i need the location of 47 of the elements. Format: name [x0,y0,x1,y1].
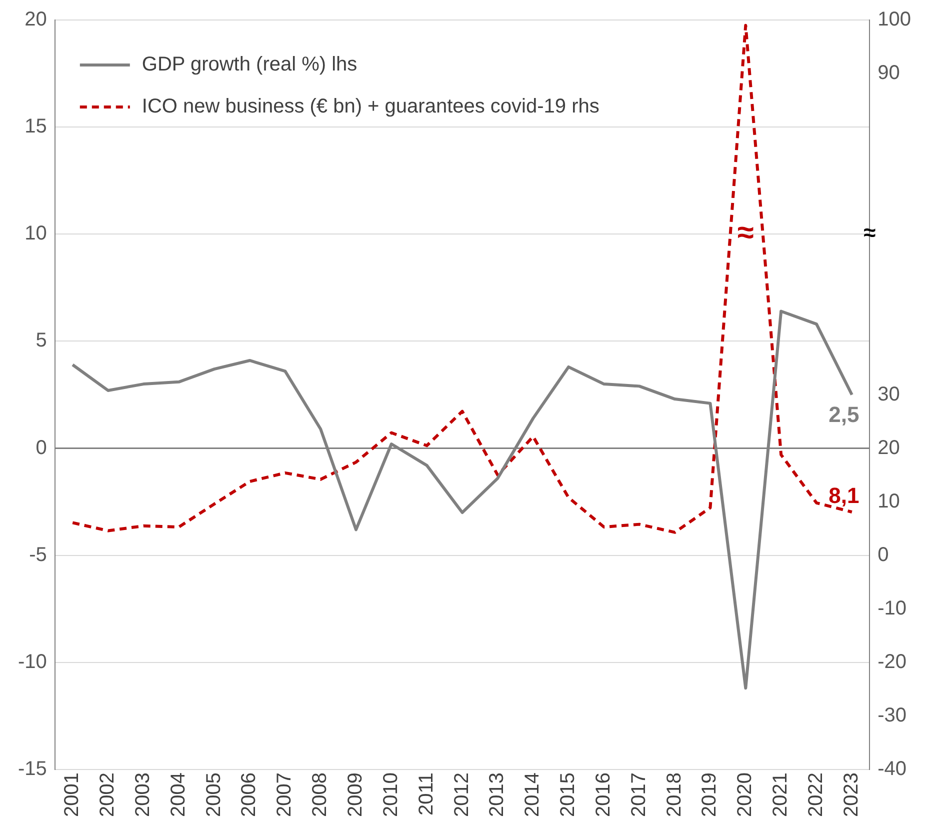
x-tick-label: 2006 [238,772,260,818]
x-tick-label: 2017 [628,772,650,818]
y-tick-label: -15 [18,758,47,780]
x-tick-label: 2022 [805,772,828,818]
y-tick-label: -5 [29,544,47,566]
x-tick-label: 2009 [344,772,367,818]
x-tick-label: 2007 [274,772,296,818]
x-tick-label: 2019 [698,772,721,818]
legend-label: GDP growth (real %) lhs [142,54,358,76]
x-tick-label: 2003 [132,772,154,818]
y2-tick-label: 30 [878,383,900,406]
x-tick-label: 2016 [592,772,614,818]
x-tick-label: 2008 [309,772,332,818]
x-tick-label: 2010 [380,772,402,818]
y2-tick-label: 90 [878,62,900,84]
y2-tick-label: -20 [878,650,907,673]
x-tick-label: 2023 [840,772,862,818]
x-tick-label: 2002 [96,772,119,818]
y-tick-label: 10 [24,222,47,245]
annotation: ≈ [864,220,876,246]
y-tick-label: 20 [24,8,47,31]
y-tick-label: 0 [36,436,47,459]
y-tick-label: 15 [24,116,47,138]
x-tick-label: 2011 [415,772,438,816]
data-label: 2,5 [828,402,860,427]
y-tick-label: 5 [36,330,47,352]
x-tick-label: 2021 [770,772,792,818]
x-tick-label: 2014 [522,772,544,818]
x-tick-label: 2004 [167,772,190,818]
x-tick-label: 2020 [734,772,756,818]
y-tick-label: -10 [18,650,47,673]
x-tick-label: 2013 [486,772,508,818]
legend-label: ICO new business (€ bn) + guarantees covid-19 rhs [142,96,600,118]
annotation: ≈ [737,216,754,250]
x-tick-label: 2012 [450,772,473,818]
y2-tick-label: -10 [878,597,907,620]
y2-tick-label: 20 [878,436,900,459]
data-label: 8,1 [828,483,860,508]
y2-tick-label: 0 [878,544,889,566]
y2-tick-label: -30 [878,704,907,726]
y2-tick-label: -40 [878,758,907,780]
x-tick-label: 2001 [61,772,84,818]
y2-tick-label: 10 [878,490,900,512]
x-tick-label: 2018 [663,772,686,818]
y2-tick-label: 100 [878,8,912,31]
x-tick-label: 2005 [202,772,225,818]
x-tick-label: 2015 [557,772,580,818]
